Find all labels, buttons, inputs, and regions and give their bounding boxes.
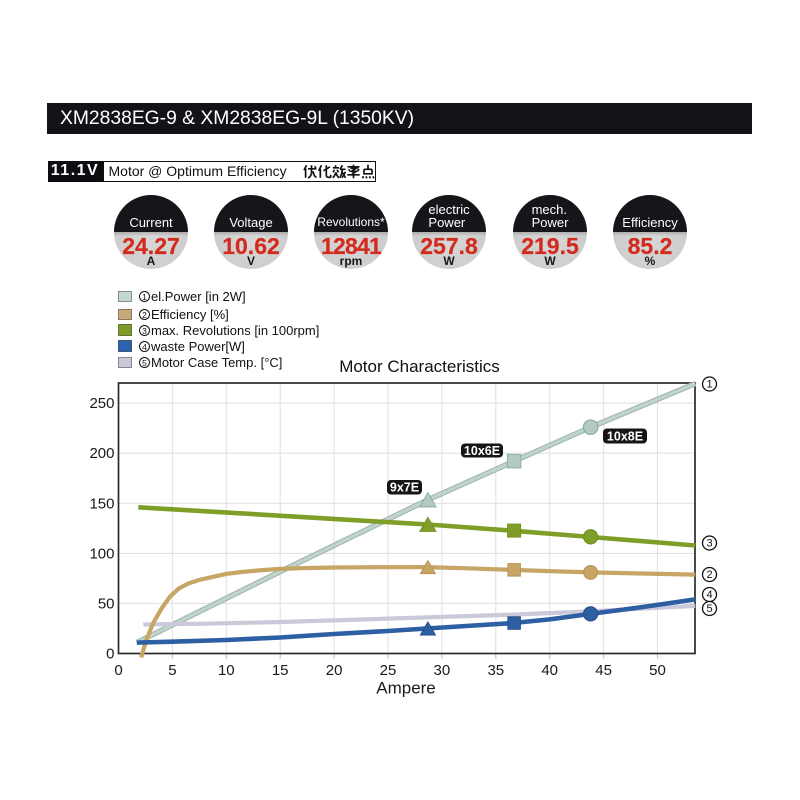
svg-text:35: 35 (487, 662, 504, 679)
svg-text:9x7E: 9x7E (390, 481, 419, 495)
svg-text:50: 50 (649, 662, 666, 679)
svg-text:30: 30 (434, 662, 451, 679)
svg-text:200: 200 (89, 445, 114, 462)
svg-text:250: 250 (89, 395, 114, 412)
svg-text:25: 25 (380, 662, 397, 679)
svg-text:40: 40 (541, 662, 558, 679)
svg-text:4: 4 (706, 589, 712, 601)
svg-text:10x6E: 10x6E (464, 444, 500, 458)
svg-text:2: 2 (706, 569, 712, 581)
svg-text:150: 150 (89, 495, 114, 512)
svg-text:0: 0 (106, 646, 114, 663)
svg-text:5: 5 (706, 603, 712, 615)
svg-text:45: 45 (595, 662, 612, 679)
svg-text:0: 0 (114, 662, 122, 679)
svg-text:Motor Characteristics: Motor Characteristics (339, 357, 500, 376)
svg-text:20: 20 (326, 662, 343, 679)
svg-text:50: 50 (98, 595, 115, 612)
svg-text:3: 3 (706, 538, 712, 550)
svg-text:5: 5 (168, 662, 176, 679)
svg-text:100: 100 (89, 545, 114, 562)
svg-text:Ampere: Ampere (376, 679, 436, 698)
svg-text:1: 1 (706, 379, 712, 391)
svg-text:15: 15 (272, 662, 289, 679)
svg-text:10: 10 (218, 662, 235, 679)
svg-text:10x8E: 10x8E (607, 429, 643, 443)
